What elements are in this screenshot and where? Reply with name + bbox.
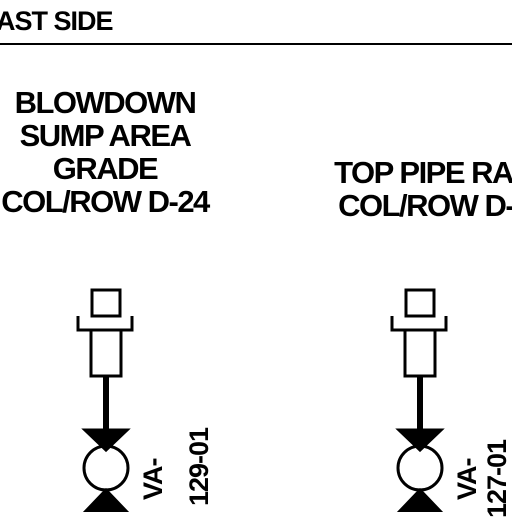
valve-assembly-right: [390, 288, 448, 512]
valve-tag-prefix-right: VA-: [452, 458, 482, 501]
location-label-line: GRADE: [52, 151, 159, 186]
location-label-line: BLOWDOWN: [14, 85, 197, 120]
valve-tag-number-right: 127-01: [482, 439, 512, 518]
valve-seat-top-right: [395, 428, 445, 453]
location-label-line: COL/ROW D-2: [338, 188, 512, 223]
actuator-body-left: [89, 328, 123, 378]
actuator-bracket-left: [76, 316, 134, 332]
location-label-pipe-rack: TOP PIPE RAC COL/ROW D-2: [284, 156, 512, 222]
header-rule: [0, 43, 512, 45]
valve-seat-top-left: [81, 428, 131, 453]
valve-seat-bottom-right: [396, 487, 444, 512]
valve-tag-prefix-left: VA-: [138, 458, 168, 501]
actuator-bracket-right: [390, 316, 448, 332]
valve-body-right: [396, 444, 444, 492]
valve-assembly-left: [76, 288, 134, 512]
actuator-body-right: [403, 328, 437, 378]
valve-body-left: [82, 444, 130, 492]
actuator-head-left: [90, 288, 122, 318]
location-label-line: COL/ROW D-24: [1, 184, 210, 219]
location-label-line: TOP PIPE RAC: [334, 155, 512, 190]
valve-seat-bottom-left: [82, 487, 130, 512]
header-title: AST SIDE: [0, 6, 114, 36]
valve-tag-number-left: 129-01: [184, 427, 214, 506]
actuator-head-right: [404, 288, 436, 318]
location-label-line: SUMP AREA: [19, 118, 192, 153]
location-label-blowdown: BLOWDOWN SUMP AREA GRADE COL/ROW D-24: [0, 86, 230, 218]
